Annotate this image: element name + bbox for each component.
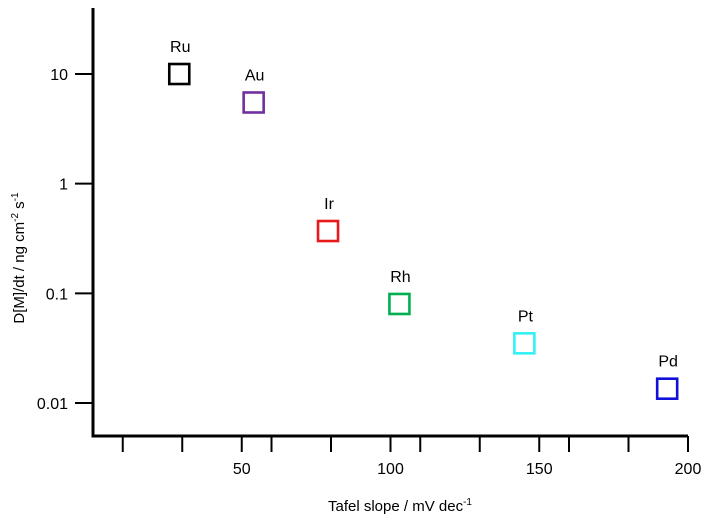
y-tick-label: 10 bbox=[50, 67, 68, 84]
y-tick-label: 0.01 bbox=[37, 396, 68, 413]
point-pt-label: Pt bbox=[518, 308, 534, 325]
point-ru-label: Ru bbox=[170, 39, 190, 56]
point-ir-marker bbox=[316, 219, 340, 243]
point-pd-marker bbox=[655, 377, 679, 400]
point-ir-label: Ir bbox=[324, 196, 334, 213]
point-pd-label: Pd bbox=[658, 354, 678, 371]
point-au-label: Au bbox=[245, 67, 265, 84]
x-tick-label: 100 bbox=[377, 461, 404, 478]
point-ru-marker bbox=[167, 62, 191, 86]
point-rh-marker bbox=[388, 292, 411, 316]
x-ticks: 50 100 150 200 bbox=[121, 436, 701, 478]
axes bbox=[91, 8, 688, 438]
point-au-marker bbox=[242, 91, 265, 114]
x-tick-label: 50 bbox=[233, 461, 251, 478]
x-tick-label: 200 bbox=[675, 461, 701, 478]
point-rh-label: Rh bbox=[390, 269, 410, 286]
y-tick-label: 0.1 bbox=[46, 286, 68, 303]
point-pt-marker bbox=[513, 332, 536, 355]
x-tick-label: 150 bbox=[526, 461, 553, 478]
y-tick-label: 1 bbox=[59, 177, 68, 194]
data-points: Ru Au Ir Rh Pt Pd bbox=[167, 39, 679, 400]
y-axis-title: D[M]/dt / ng cm-2 s-1 bbox=[10, 192, 28, 324]
x-axis-title: Tafel slope / mV dec-1 bbox=[328, 497, 472, 515]
y-ticks: 0.01 0.1 1 10 bbox=[37, 67, 93, 413]
